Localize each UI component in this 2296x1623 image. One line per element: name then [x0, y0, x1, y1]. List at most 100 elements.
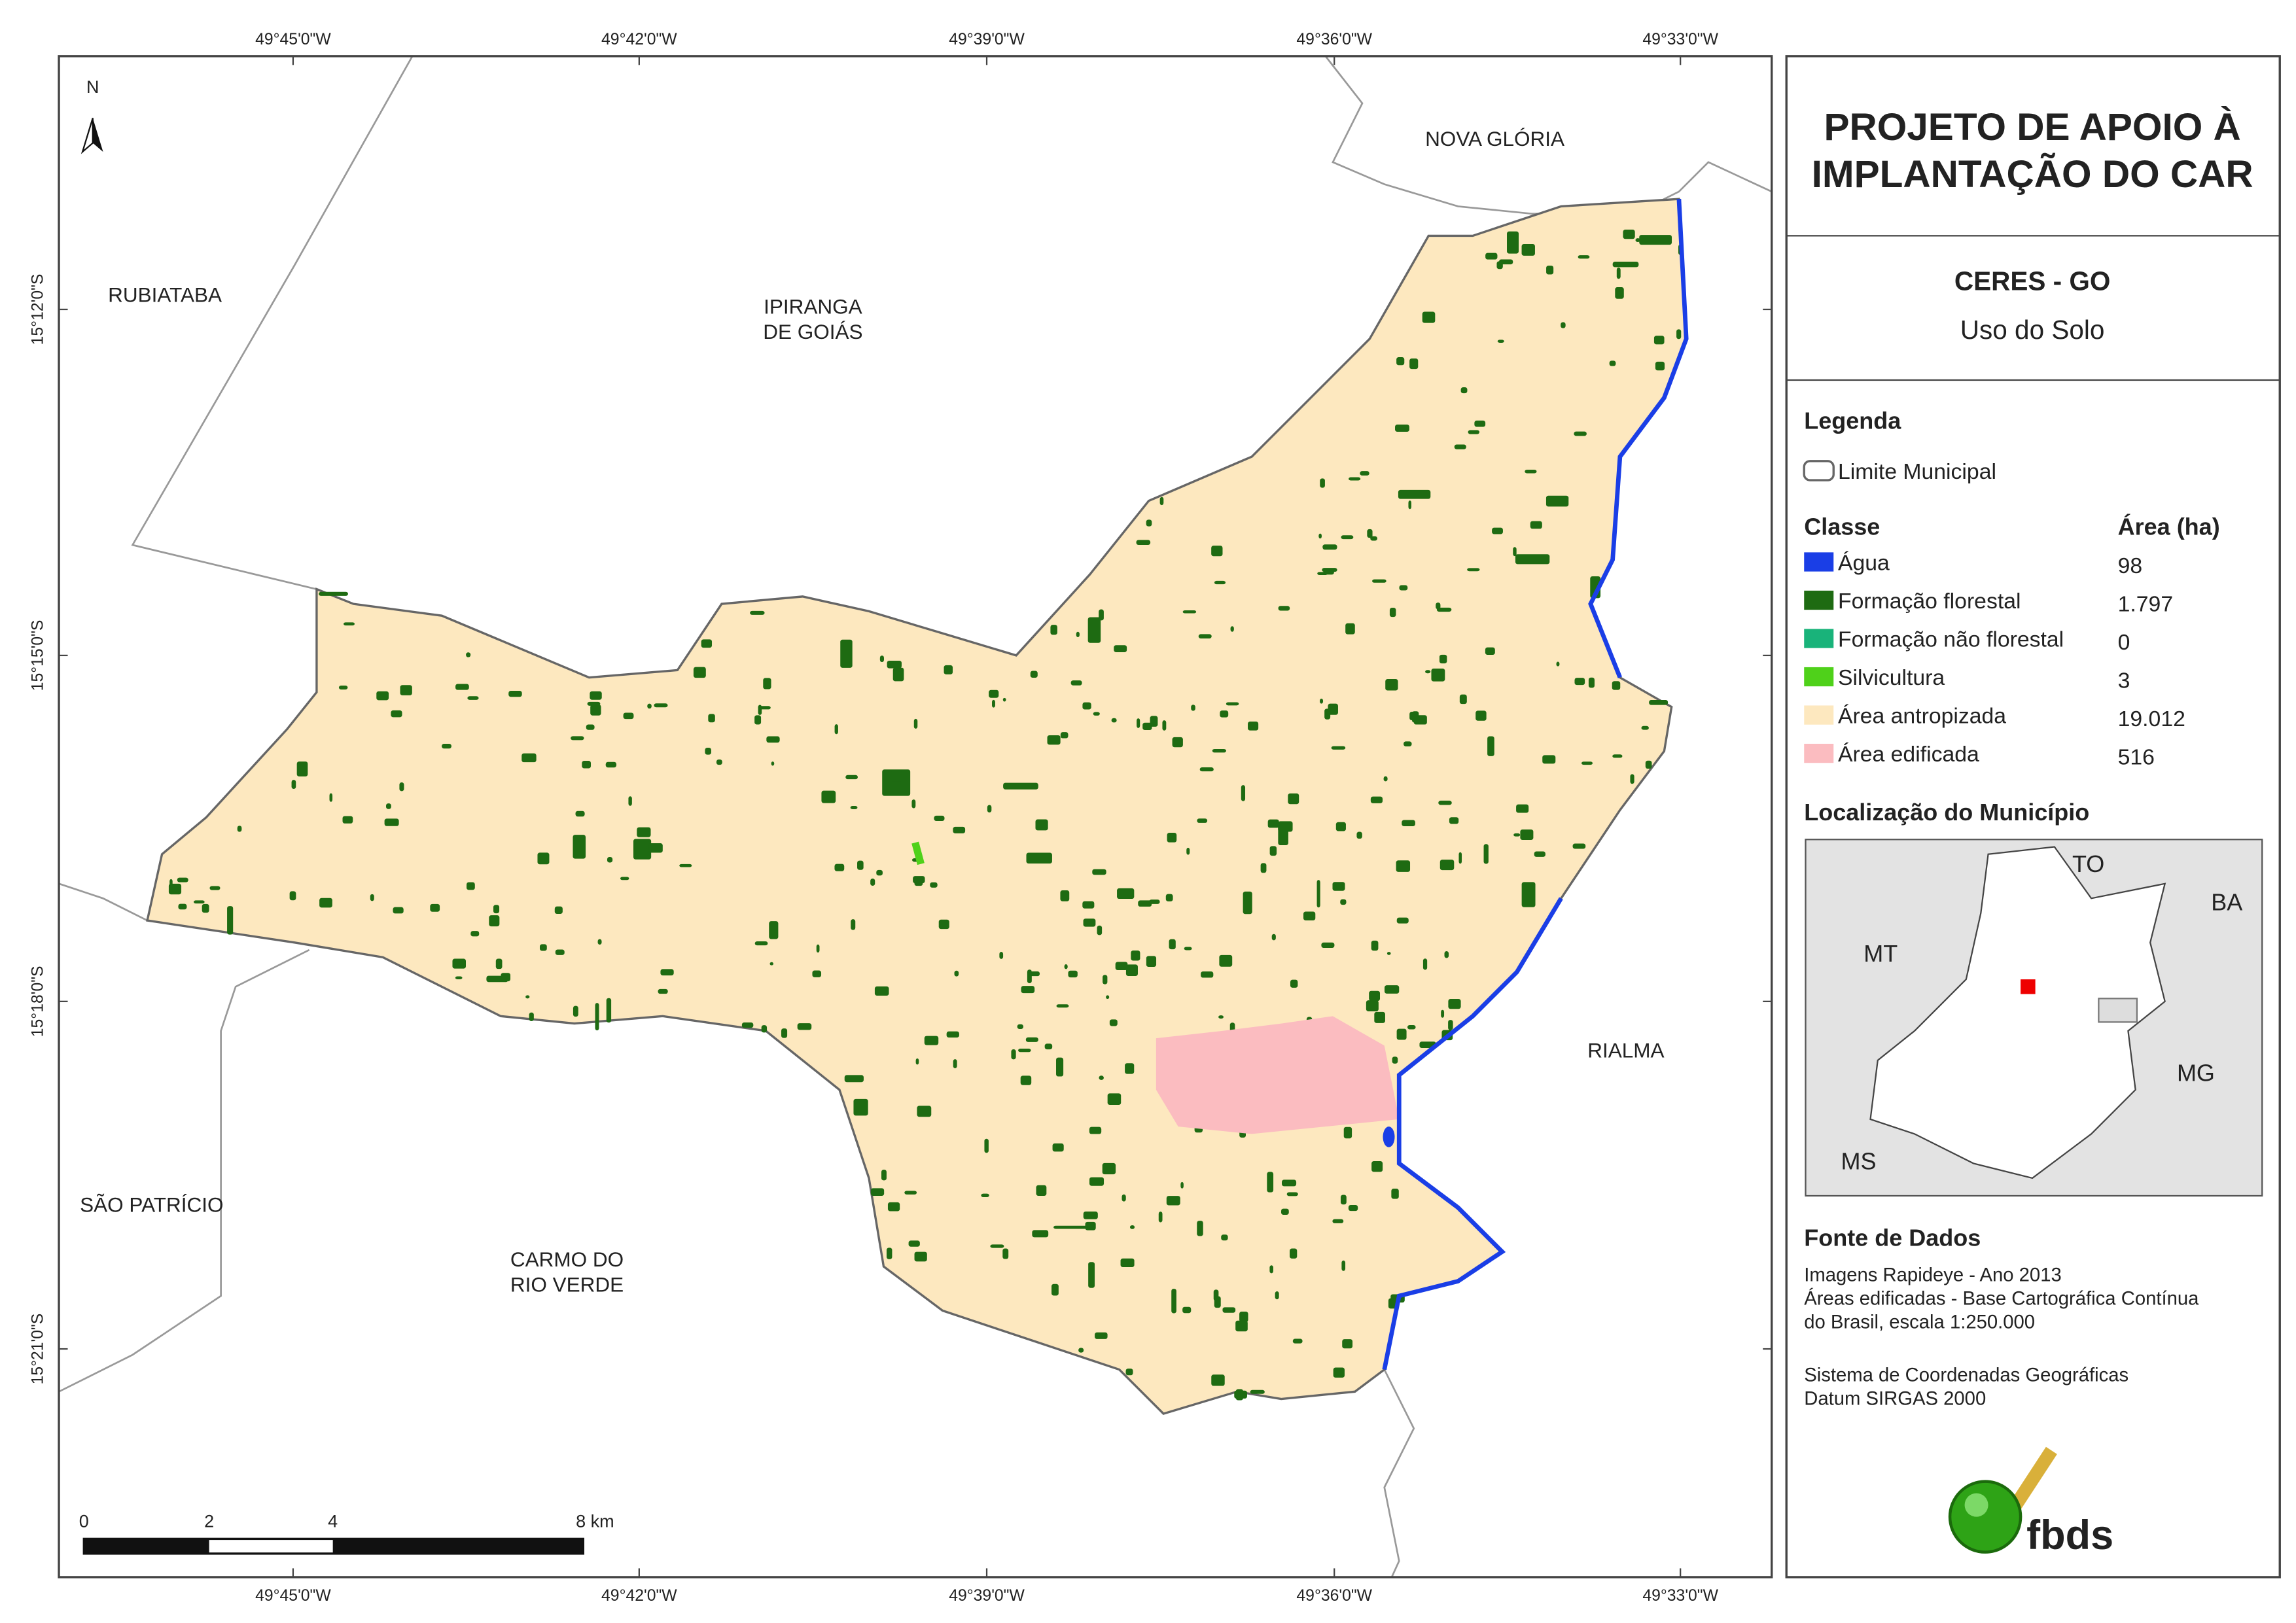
- forest-patch: [1182, 1306, 1192, 1314]
- forest-patch: [1053, 1225, 1088, 1229]
- forest-patch: [452, 958, 467, 969]
- forest-patch: [741, 1022, 754, 1028]
- forest-patch: [1515, 554, 1550, 565]
- place-label: DE GOIÁS: [763, 320, 862, 343]
- class-name: Área antropizada: [1838, 703, 2006, 728]
- forest-patch: [1513, 833, 1521, 837]
- forest-patch: [1574, 431, 1587, 436]
- forest-patch: [1122, 1194, 1126, 1202]
- forest-patch: [1449, 817, 1459, 824]
- forest-patch: [913, 718, 918, 729]
- forest-patch: [1422, 311, 1436, 323]
- lat-label: 15°18'0"S: [29, 966, 46, 1037]
- forest-patch: [1556, 661, 1560, 667]
- forest-patch: [1165, 894, 1173, 901]
- class-name: Formação não florestal: [1838, 627, 2064, 652]
- forest-patch: [1027, 969, 1032, 984]
- forest-patch: [391, 710, 402, 718]
- forest-patch: [879, 655, 884, 663]
- north-arrow-dark: [92, 118, 103, 152]
- forest-patch: [1212, 748, 1226, 753]
- forest-patch: [376, 691, 389, 701]
- forest-patch: [606, 998, 612, 1023]
- forest-patch: [944, 665, 953, 674]
- lon-label: 49°39'0"W: [949, 1587, 1025, 1605]
- forest-patch: [1436, 602, 1441, 610]
- forest-patch: [1083, 1212, 1098, 1219]
- forest-patch: [1117, 888, 1135, 899]
- forest-patch: [1220, 710, 1229, 718]
- forest-patch: [705, 747, 711, 755]
- forest-patch: [1036, 1185, 1047, 1196]
- lat-label: 15°15'0"S: [29, 620, 46, 691]
- forest-patch: [1099, 1075, 1104, 1080]
- subtitle: Uso do Solo: [1960, 315, 2105, 345]
- class-swatch: [1804, 705, 1834, 725]
- forest-patch: [1032, 1230, 1049, 1238]
- forest-patch: [1676, 329, 1682, 340]
- area-header: Área (ha): [2118, 513, 2220, 540]
- forest-patch: [821, 790, 836, 803]
- forest-patch: [1542, 755, 1556, 764]
- forest-patch: [1525, 470, 1537, 474]
- forest-patch: [876, 869, 883, 876]
- forest-patch: [571, 736, 584, 741]
- forest-patch: [1328, 703, 1338, 715]
- forest-patch: [289, 891, 296, 901]
- forest-patch: [911, 799, 916, 809]
- forest-patch: [1056, 1004, 1069, 1008]
- forest-patch: [1248, 722, 1259, 731]
- forest-patch: [1546, 266, 1554, 275]
- forest-patch: [761, 1025, 768, 1033]
- source-line: Áreas edificadas - Base Cartográfica Con…: [1804, 1288, 2199, 1310]
- forest-patch: [1260, 863, 1267, 873]
- forest-patch: [1458, 852, 1462, 864]
- forest-patch: [1003, 782, 1038, 790]
- forest-patch: [1052, 1143, 1064, 1152]
- forest-patch: [1146, 519, 1152, 527]
- forest-patch: [654, 703, 668, 708]
- forest-patch: [1222, 1307, 1236, 1313]
- place-label: RUBIATABA: [108, 283, 222, 307]
- location-marker: [2021, 979, 2036, 994]
- forest-patch: [467, 882, 475, 890]
- forest-patch: [1172, 737, 1183, 748]
- forest-patch: [1386, 952, 1391, 955]
- forest-patch: [1125, 1063, 1135, 1074]
- forest-patch: [1341, 535, 1354, 540]
- forest-patch: [525, 995, 530, 999]
- forest-patch: [1513, 547, 1517, 557]
- forest-patch: [834, 864, 845, 871]
- boundary-label: Limite Municipal: [1838, 459, 1996, 484]
- boundary-swatch: [1803, 460, 1835, 481]
- forest-patch: [1047, 735, 1061, 745]
- forest-patch: [1316, 880, 1320, 908]
- forest-patch: [1088, 1262, 1095, 1288]
- forest-patch: [623, 712, 634, 720]
- urban-area: [1156, 1016, 1400, 1134]
- forest-patch: [529, 1012, 534, 1021]
- lake: [1383, 1126, 1395, 1147]
- class-area: 3: [2118, 668, 2130, 693]
- forest-patch: [1089, 1177, 1104, 1186]
- forest-patch: [887, 660, 902, 669]
- forest-patch: [1370, 536, 1377, 541]
- forest-patch: [660, 969, 674, 976]
- panel: [1785, 55, 2281, 1579]
- forest-patch: [1409, 358, 1419, 370]
- crs-line: Sistema de Coordenadas Geográficas: [1804, 1365, 2128, 1386]
- forest-patch: [1374, 1011, 1385, 1023]
- forest-patch: [1068, 970, 1078, 978]
- class-swatch: [1804, 743, 1834, 763]
- forest-patch: [442, 743, 451, 749]
- forest-patch: [486, 975, 508, 983]
- forest-patch: [1095, 1332, 1108, 1339]
- source-line: do Brasil, escala 1:250.000: [1804, 1312, 2035, 1333]
- forest-patch: [870, 878, 875, 886]
- class-swatch: [1804, 629, 1834, 648]
- forest-patch: [1425, 670, 1431, 674]
- forest-patch: [1498, 259, 1513, 265]
- forest-patch: [1230, 626, 1234, 632]
- forest-patch: [1398, 489, 1431, 499]
- forest-patch: [1345, 623, 1355, 635]
